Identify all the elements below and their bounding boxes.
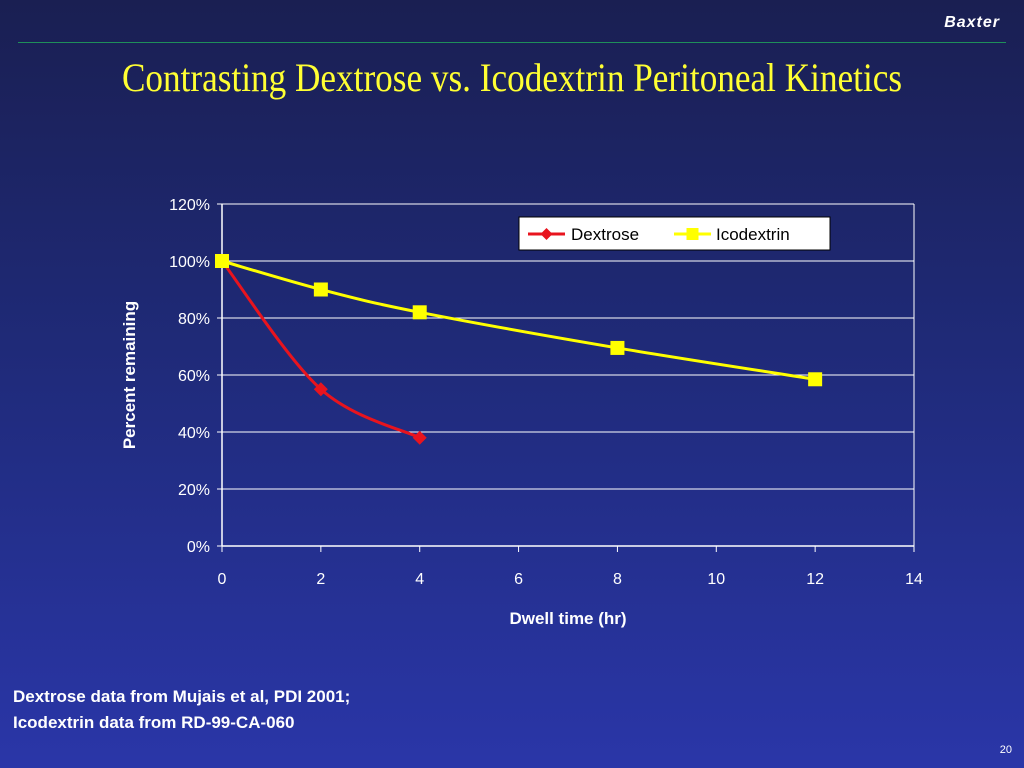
slide-title: Contrasting Dextrose vs. Icodextrin Peri… bbox=[121, 55, 903, 100]
data-point-icodextrin-2 bbox=[412, 305, 427, 320]
x-tick-label-6: 12 bbox=[806, 571, 824, 588]
data-point-dextrose-1 bbox=[313, 382, 328, 397]
legend-marker-icodextrin bbox=[686, 228, 699, 240]
source-note: Dextrose data from Mujais et al, PDI 200… bbox=[13, 684, 350, 736]
legend-marker-dextrose bbox=[540, 228, 553, 240]
header-divider bbox=[18, 42, 1006, 43]
brand-logo: Baxter bbox=[944, 14, 1000, 31]
x-tick-label-7: 14 bbox=[905, 571, 923, 588]
y-tick-label-1: 20% bbox=[178, 482, 210, 499]
data-point-dextrose-2 bbox=[412, 430, 427, 445]
x-tick-label-1: 2 bbox=[316, 571, 325, 588]
x-tick-label-2: 4 bbox=[415, 571, 424, 588]
series-line-icodextrin bbox=[221, 259, 816, 381]
y-tick-label-2: 40% bbox=[178, 425, 210, 442]
legend-label-icodextrin: Icodextrin bbox=[716, 225, 790, 244]
y-tick-label-0: 0% bbox=[187, 539, 210, 556]
y-axis-title: Percent remaining bbox=[120, 301, 139, 449]
source-note-line-2: Icodextrin data from RD-99-CA-060 bbox=[13, 713, 295, 732]
y-tick-label-4: 80% bbox=[178, 311, 210, 328]
data-point-icodextrin-3 bbox=[610, 340, 625, 355]
y-tick-label-6: 120% bbox=[169, 197, 210, 214]
y-tick-label-5: 100% bbox=[169, 254, 210, 271]
x-tick-label-0: 0 bbox=[218, 571, 227, 588]
x-tick-label-3: 6 bbox=[514, 571, 523, 588]
page-number: 20 bbox=[999, 744, 1012, 756]
x-axis-title: Dwell time (hr) bbox=[509, 609, 626, 628]
y-tick-label-3: 60% bbox=[178, 368, 210, 385]
data-point-icodextrin-1 bbox=[313, 282, 328, 297]
x-tick-label-5: 10 bbox=[707, 571, 725, 588]
source-note-line-1: Dextrose data from Mujais et al, PDI 200… bbox=[13, 687, 351, 706]
legend-label-dextrose: Dextrose bbox=[571, 225, 639, 244]
data-point-icodextrin-4 bbox=[808, 372, 823, 387]
data-point-icodextrin-0 bbox=[215, 254, 229, 268]
x-tick-label-4: 8 bbox=[613, 571, 622, 588]
